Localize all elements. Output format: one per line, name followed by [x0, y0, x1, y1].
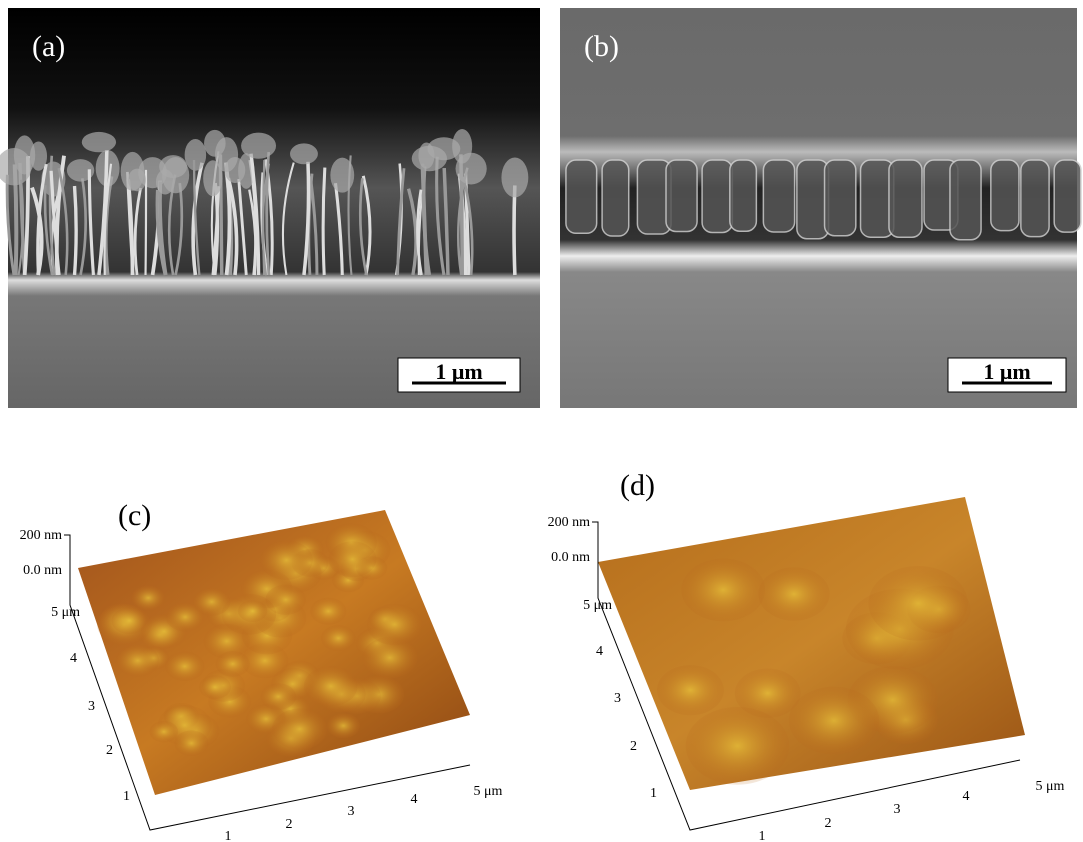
- grain: [686, 707, 790, 785]
- figure: (a) 1 μm (b) 1 μm (c) 200 nm 0.0 nm 5 μm 4 3…: [0, 0, 1083, 842]
- wire-tip: [290, 143, 318, 164]
- grain: [165, 652, 204, 682]
- grain: [702, 160, 732, 232]
- x-tick-label: 4: [411, 792, 418, 807]
- panel-label: (c): [118, 499, 151, 532]
- x-tick-label: 3: [894, 802, 901, 817]
- nanowire: [75, 186, 77, 275]
- x-tick-label: 4: [963, 789, 970, 804]
- nanowire: [514, 185, 515, 275]
- grain: [1021, 160, 1049, 237]
- y-tick-label: 2: [106, 743, 113, 758]
- grain: [868, 566, 967, 640]
- wire-tip: [241, 133, 276, 159]
- wire-tip: [162, 157, 189, 193]
- panel-label: (a): [32, 30, 65, 63]
- scale-label: 1 μm: [983, 359, 1030, 384]
- grain: [763, 160, 794, 232]
- grain: [657, 665, 724, 715]
- grain: [602, 160, 629, 236]
- grain: [150, 721, 179, 743]
- wire-tip: [128, 169, 146, 192]
- y-tick-label: 2: [630, 739, 637, 754]
- wire-tip: [82, 132, 116, 152]
- grain: [666, 160, 697, 231]
- y-tick-label: 3: [88, 699, 95, 714]
- grain: [950, 160, 981, 240]
- z-tick-label: 200 nm: [20, 528, 63, 543]
- grain: [321, 625, 356, 651]
- x-tick-label: 1: [759, 829, 766, 842]
- grain: [889, 160, 922, 237]
- wire-tip: [501, 158, 528, 198]
- x-tick-label: 5 μm: [474, 784, 503, 799]
- grain: [116, 644, 159, 676]
- grain: [367, 604, 422, 646]
- z-tick-label: 0.0 nm: [23, 563, 62, 578]
- grain: [758, 567, 829, 620]
- grain: [1054, 160, 1081, 232]
- y-tick-label: 1: [123, 789, 130, 804]
- x-tick-label: 1: [225, 829, 232, 842]
- grain: [272, 708, 327, 749]
- grain: [327, 713, 360, 738]
- grain: [238, 600, 267, 622]
- grain: [825, 160, 856, 236]
- grain: [199, 675, 231, 699]
- grain: [260, 683, 296, 710]
- grain: [991, 160, 1019, 231]
- grain: [681, 558, 765, 621]
- y-tick-label: 4: [596, 644, 603, 659]
- wire-tip: [456, 153, 487, 185]
- y-tick-label: 3: [614, 691, 621, 706]
- wire-tip: [418, 142, 434, 168]
- z-tick-label: 200 nm: [548, 515, 591, 530]
- grain: [260, 540, 313, 580]
- grain: [111, 607, 147, 634]
- x-tick-label: 5 μm: [1036, 779, 1065, 794]
- grain: [789, 687, 879, 755]
- wire-tip: [330, 158, 354, 193]
- wire-tip: [203, 160, 222, 196]
- grain: [730, 160, 757, 231]
- grain: [193, 588, 230, 616]
- grain: [304, 666, 358, 706]
- panel-label: (d): [620, 469, 655, 502]
- x-tick-label: 2: [286, 817, 293, 832]
- grain: [328, 541, 376, 577]
- scale-label: 1 μm: [435, 359, 482, 384]
- y-tick-label: 5 μm: [51, 605, 80, 620]
- wire-tip: [30, 141, 47, 170]
- x-tick-label: 2: [825, 816, 832, 831]
- grain: [216, 651, 250, 677]
- wire-tip: [185, 139, 207, 171]
- grain: [310, 598, 346, 625]
- y-tick-label: 1: [650, 786, 657, 801]
- z-tick-label: 0.0 nm: [551, 550, 590, 565]
- x-tick-label: 3: [348, 804, 355, 819]
- nanowire: [323, 168, 325, 275]
- grains: [566, 160, 1081, 240]
- grain: [566, 160, 597, 233]
- panel-label: (b): [584, 30, 619, 63]
- y-tick-label: 4: [70, 651, 77, 666]
- grain: [174, 730, 208, 756]
- wire-tip: [225, 157, 246, 183]
- y-tick-label: 5 μm: [583, 598, 612, 613]
